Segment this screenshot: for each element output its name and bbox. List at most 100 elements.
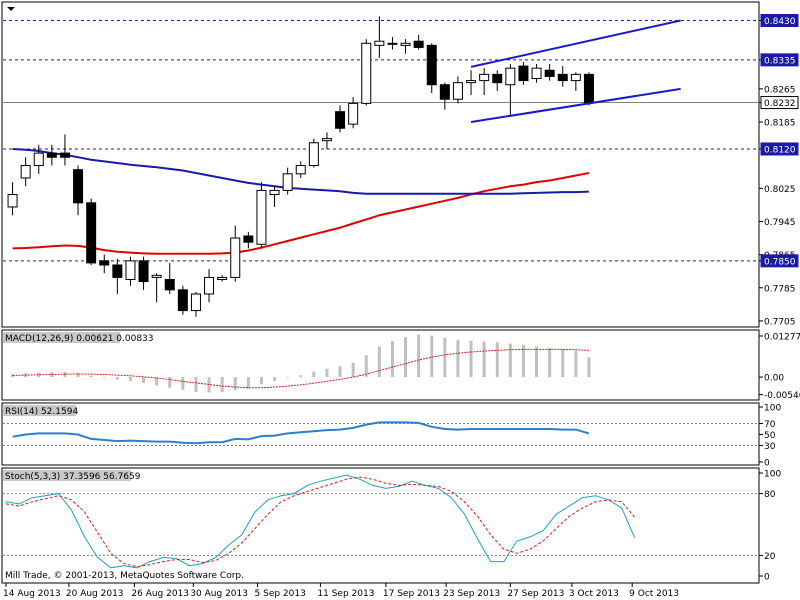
rsi-title: RSI(14) 52.1594 <box>5 407 78 417</box>
candle-body-26 <box>348 102 359 125</box>
candle-body-4 <box>59 152 70 158</box>
candle-body-43 <box>570 73 581 82</box>
candle-body-19 <box>256 189 267 245</box>
candle-body-15 <box>204 276 215 295</box>
rsi-axis-label-2: 50 <box>764 431 776 441</box>
price-axis-label-11: 0.7705 <box>764 317 796 327</box>
candle-11 <box>151 273 162 303</box>
price-tag-bg-3 <box>760 96 799 110</box>
date-label-4: 5 Sep 2013 <box>255 589 306 599</box>
date-label-6: 17 Sep 2013 <box>383 589 440 599</box>
candle-body-39 <box>518 65 529 82</box>
stoch-title-bg <box>3 470 131 481</box>
axis-layer: 0.8430 0.8335 0.8265 0.8232 0.8185 0.8120 0.80… <box>3 14 800 599</box>
candle-19 <box>256 182 267 249</box>
price-tag-bg-5 <box>760 142 799 156</box>
candle-body-29 <box>387 42 398 45</box>
candle-34 <box>452 76 463 104</box>
candle-15 <box>204 269 215 303</box>
rsi-line <box>12 421 590 445</box>
candle-39 <box>518 61 529 85</box>
candle-8 <box>112 258 123 294</box>
channel-lower-line <box>470 87 681 124</box>
price-axis-label-7: 0.7945 <box>764 218 796 228</box>
candle-0 <box>7 182 18 216</box>
candle-body-0 <box>7 194 18 208</box>
candle-9 <box>125 256 136 286</box>
price-tag-bg-1 <box>760 53 799 67</box>
candle-2 <box>33 144 44 174</box>
rsi-axis-label-4: 0 <box>764 459 770 469</box>
candle-22 <box>295 161 306 178</box>
candle-12 <box>164 262 175 294</box>
candle-body-42 <box>557 73 568 82</box>
rsi-title-bg <box>3 405 76 416</box>
date-label-9: 3 Oct 2013 <box>569 589 619 599</box>
price-tag-label-1: 0.8335 <box>764 56 796 66</box>
candle-body-28 <box>374 40 385 46</box>
price-axis-label-4: 0.8185 <box>764 119 796 129</box>
candle-body-11 <box>151 274 162 278</box>
candle-body-1 <box>20 165 31 179</box>
price-axis-label-10: 0.7785 <box>764 284 796 294</box>
macd-axis-label-1: 0.00 <box>764 374 784 384</box>
candle-26 <box>348 97 359 129</box>
candle-body-17 <box>230 237 241 278</box>
candle-body-10 <box>138 260 149 283</box>
candle-10 <box>138 256 149 290</box>
candle-body-21 <box>282 173 293 191</box>
price-tag-bg-0 <box>760 14 799 28</box>
candle-5 <box>73 165 84 216</box>
candle-6 <box>86 198 97 265</box>
candle-body-41 <box>544 69 555 77</box>
price-axis-label-2: 0.8265 <box>764 85 796 95</box>
candle-7 <box>99 254 110 274</box>
copyright-footer: Mill Trade, © 2001-2013, MetaQuotes Soft… <box>5 571 244 581</box>
candle-body-14 <box>190 293 201 312</box>
candle-body-33 <box>439 84 450 100</box>
candle-28 <box>374 16 385 58</box>
rsi-layer <box>3 421 759 446</box>
price-tag-label-9: 0.7850 <box>764 257 796 267</box>
candle-27 <box>361 39 372 106</box>
candle-29 <box>387 37 398 50</box>
candle-38 <box>505 64 516 116</box>
candle-40 <box>531 64 542 83</box>
date-label-2: 26 Aug 2013 <box>131 589 189 599</box>
candle-body-34 <box>452 82 463 100</box>
price-axis-label-6: 0.8025 <box>764 185 796 195</box>
date-label-0: 14 Aug 2013 <box>3 589 61 599</box>
candle-35 <box>466 70 477 96</box>
stoch-layer <box>3 474 759 569</box>
stoch-title: Stoch(5,3,3) 37.3596 56.7659 <box>5 472 141 482</box>
candle-20 <box>269 186 280 207</box>
candle-body-35 <box>466 80 477 84</box>
candle-body-2 <box>33 152 44 167</box>
moving-average-blue <box>12 148 589 195</box>
candle-body-20 <box>269 189 280 196</box>
candle-4 <box>59 134 70 166</box>
candle-25 <box>335 105 346 133</box>
candle-37 <box>492 70 503 91</box>
stoch-axis-label-1: 80 <box>764 490 776 500</box>
price-tag-bg-9 <box>760 254 799 268</box>
candle-body-27 <box>361 42 372 104</box>
candle-44 <box>583 72 594 106</box>
candle-14 <box>190 291 201 317</box>
candle-body-24 <box>321 138 332 142</box>
macd-axis-label-0: 0.01277 <box>764 332 800 342</box>
candle-24 <box>321 132 332 149</box>
chart-shift-marker-icon[interactable] <box>7 7 15 11</box>
price-layer <box>3 16 759 317</box>
candle-36 <box>479 68 490 96</box>
stoch-main-line <box>5 474 636 569</box>
date-label-1: 20 Aug 2013 <box>66 589 124 599</box>
candle-30 <box>400 39 411 54</box>
stoch-signal-line <box>5 476 636 568</box>
candle-body-25 <box>335 111 346 129</box>
candle-body-18 <box>243 235 254 243</box>
price-tag-label-0: 0.8430 <box>764 17 796 27</box>
price-pane-frame <box>1 1 760 328</box>
candle-13 <box>177 285 188 315</box>
